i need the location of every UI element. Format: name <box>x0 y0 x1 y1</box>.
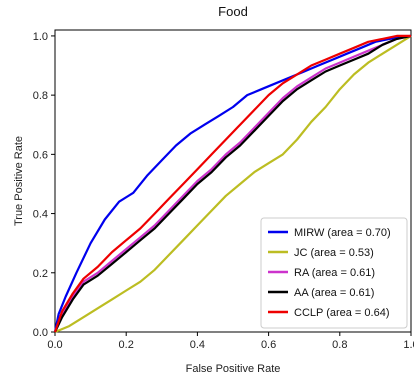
series-line-mirw <box>53 34 412 333</box>
chart-title: Food <box>218 4 248 19</box>
legend-entry: JC (area = 0.53) <box>294 247 374 259</box>
y-tick-label: 1.0 <box>33 31 48 43</box>
y-tick-label: 0.0 <box>33 327 48 339</box>
legend-entry: AA (area = 0.61) <box>294 287 374 299</box>
plot-area-frame <box>54 29 412 333</box>
x-axis-label: False Positive Rate <box>186 363 281 375</box>
x-tick-label: 1.0 <box>403 339 414 351</box>
y-tick-label: 0.8 <box>33 90 48 102</box>
x-tick-label: 0.6 <box>261 339 276 351</box>
legend: MIRW (area = 0.70) JC (area = 0.53) RA (ar… <box>260 217 408 329</box>
axes-ticks: 0.0 0.2 0.4 0.6 0.8 1.0 0.0 0.2 0.4 0.6 0.8 1.0 <box>33 31 414 351</box>
x-tick-label: 0.4 <box>190 339 205 351</box>
series-line-jc <box>54 34 412 334</box>
legend-entry: CCLP (area = 0.64) <box>294 307 390 319</box>
y-tick-label: 0.4 <box>33 209 48 221</box>
series-line-aa <box>54 34 412 333</box>
x-tick-label: 0.8 <box>332 339 347 351</box>
x-tick-label: 0.0 <box>47 339 62 351</box>
y-axis-label: True Positive Rate <box>13 136 25 226</box>
series-line-cclp <box>53 34 411 333</box>
y-tick-label: 0.2 <box>33 268 48 280</box>
y-tick-label: 0.6 <box>33 149 48 161</box>
legend-entry: MIRW (area = 0.70) <box>294 227 391 239</box>
series-line-ra <box>53 34 412 333</box>
legend-frame <box>260 217 408 329</box>
legend-entry: RA (area = 0.61) <box>294 267 375 279</box>
x-tick-label: 0.2 <box>119 339 134 351</box>
series-layer <box>53 34 412 334</box>
